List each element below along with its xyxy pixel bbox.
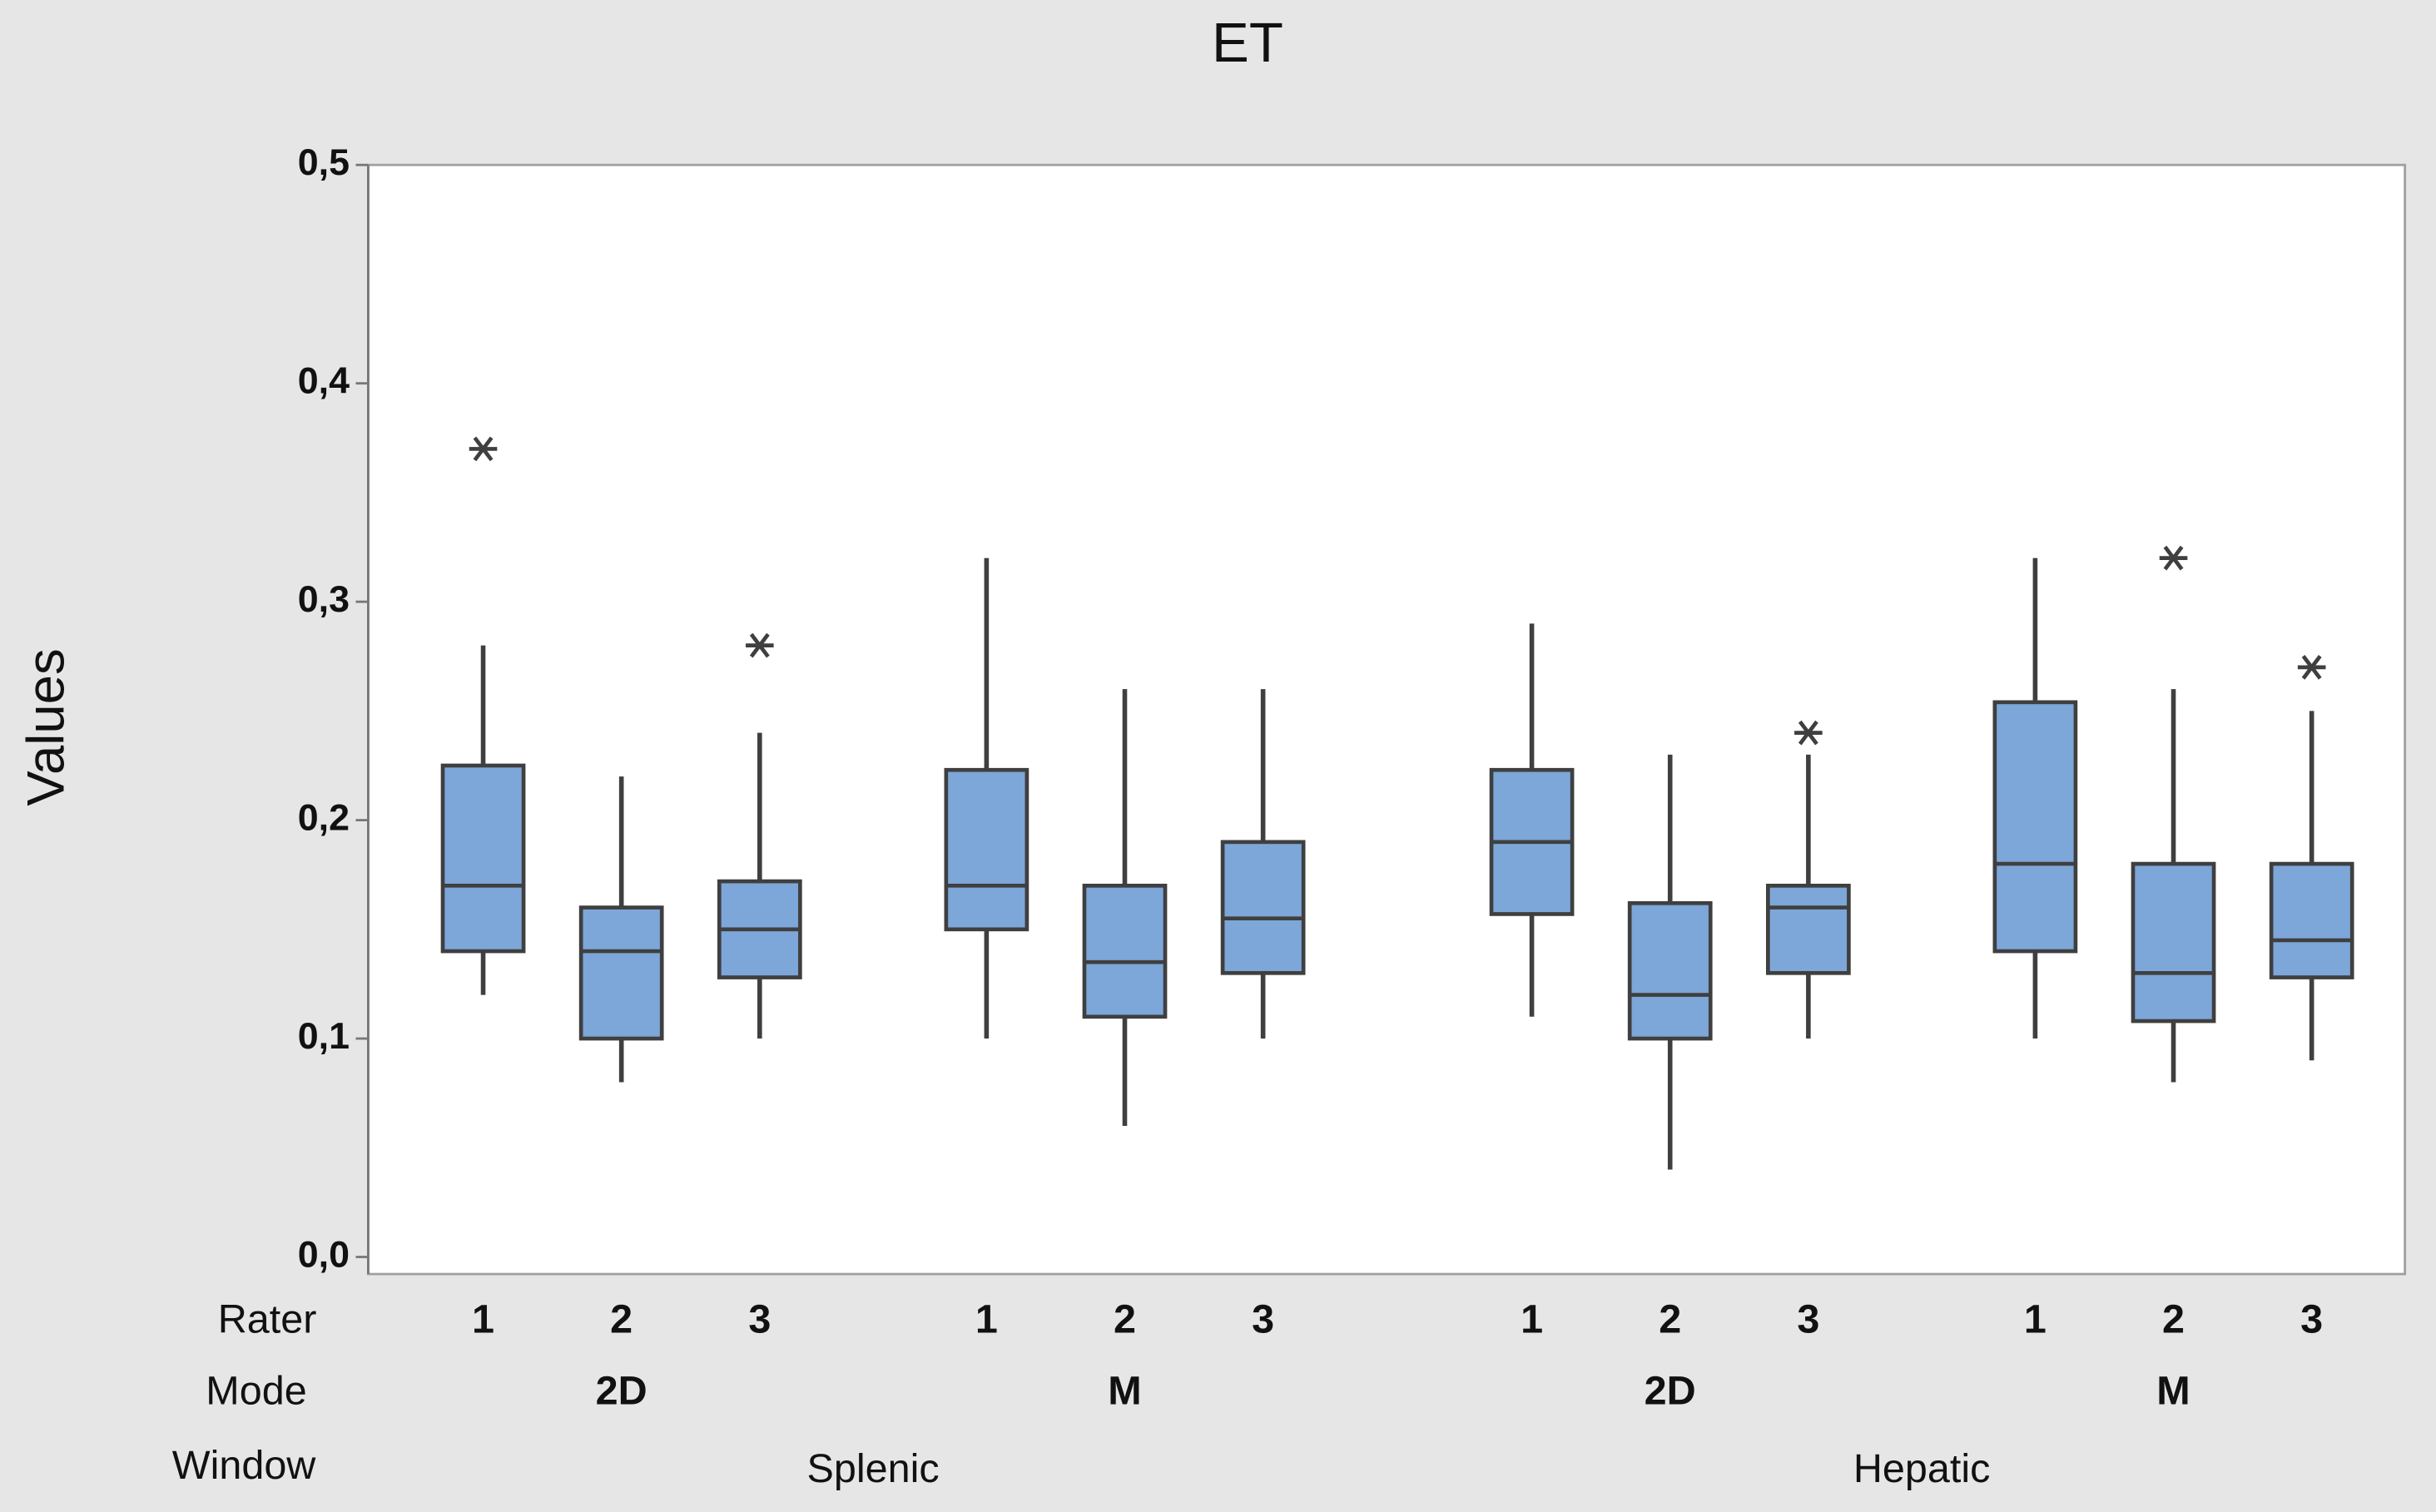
y-tick-label: 0,4: [298, 360, 350, 402]
x-level-label: 3: [1252, 1297, 1274, 1342]
y-tick-label: 0,0: [298, 1233, 350, 1275]
box: [440, 763, 526, 954]
x-level-label: 2: [610, 1297, 633, 1342]
x-level-label: Hepatic: [1853, 1446, 1991, 1491]
x-level-label: 1: [1521, 1297, 1543, 1342]
x-level-label: 2D: [596, 1369, 647, 1414]
outlier: [746, 632, 774, 658]
box: [1992, 700, 2078, 954]
y-tick-label: 0,5: [298, 141, 350, 183]
x-level-label: 1: [975, 1297, 998, 1342]
outlier: [1794, 720, 1823, 746]
x-level-label: M: [2156, 1369, 2190, 1414]
x-level-header: Mode: [206, 1369, 306, 1414]
x-level-label: 2: [1659, 1297, 1681, 1342]
x-level-label: 3: [748, 1297, 771, 1342]
x-level-label: Splenic: [807, 1446, 940, 1491]
box: [578, 905, 664, 1041]
box: [1220, 840, 1306, 975]
y-axis-label: Values: [17, 648, 76, 806]
x-level-label: 1: [2024, 1297, 2047, 1342]
y-tick-label: 0,1: [298, 1015, 350, 1057]
x-level-header: Rater: [218, 1297, 317, 1342]
x-level-label: 1: [472, 1297, 494, 1342]
plot-area: [367, 163, 2407, 1276]
box: [1765, 883, 1851, 975]
x-level-label: 2: [1114, 1297, 1136, 1342]
y-tick-label: 0,2: [298, 796, 350, 838]
x-level-header: Window: [172, 1443, 317, 1488]
x-level-label: 3: [1797, 1297, 1819, 1342]
chart-title: ET: [1212, 12, 1283, 74]
outlier: [2297, 655, 2326, 680]
box: [944, 767, 1029, 932]
box: [1627, 900, 1713, 1041]
y-tick-label: 0,3: [298, 578, 350, 620]
box: [2269, 861, 2354, 979]
x-level-label: 2D: [1645, 1369, 1696, 1414]
x-level-label: M: [1108, 1369, 1141, 1414]
outlier: [2159, 545, 2188, 571]
outlier: [469, 436, 498, 462]
box: [2131, 861, 2216, 1024]
x-level-label: 3: [2300, 1297, 2323, 1342]
box: [1082, 883, 1168, 1019]
x-level-label: 2: [2162, 1297, 2185, 1342]
